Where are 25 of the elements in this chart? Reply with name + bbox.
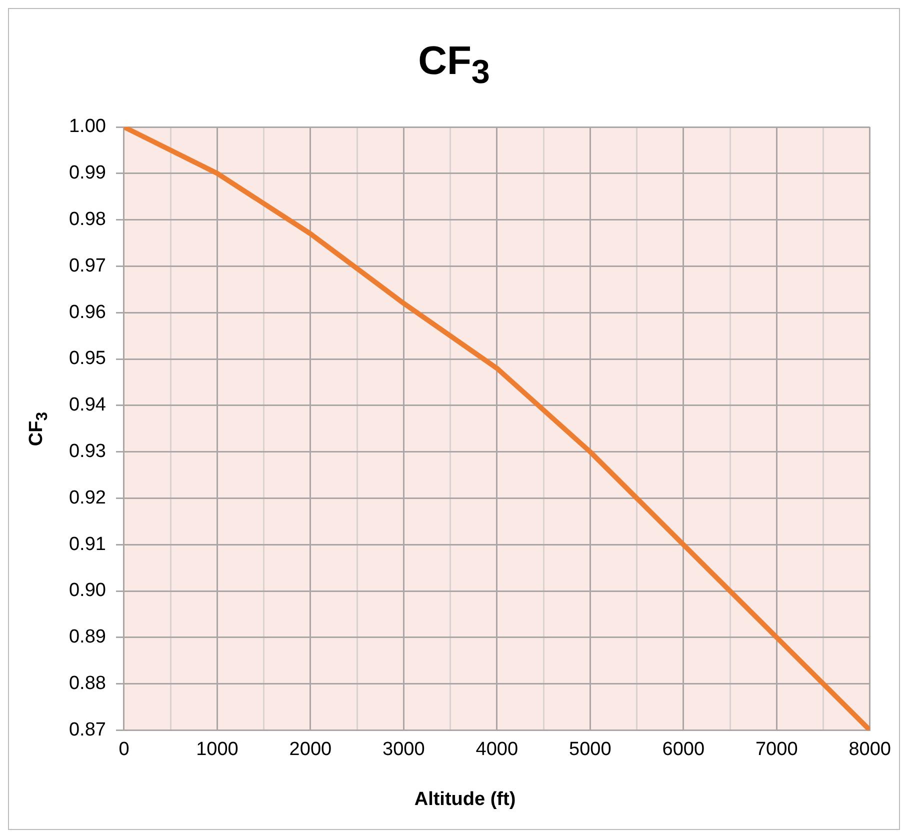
y-tick-label: 0.89 [68,626,106,648]
x-tick-label: 1000 [196,738,238,760]
x-tick-label: 3000 [382,738,425,760]
y-tick-label: 0.98 [68,209,106,230]
x-tick-label: 8000 [848,738,892,760]
y-tick-label: 0.92 [68,487,106,508]
x-tick-label: 2000 [289,738,332,760]
x-tick-label: 5000 [569,738,612,760]
x-tick-label: 0 [118,738,130,760]
x-axis-title: Altitude (ft) [413,789,517,811]
x-tick-label: 4000 [476,738,518,760]
x-tick-label: 7000 [755,738,798,760]
y-tick-label: 0.96 [68,302,106,323]
x-tick-label: 6000 [662,738,705,760]
y-tick-label: 1.00 [68,116,106,138]
y-tick-label: 0.99 [68,162,106,184]
y-tick-label: 0.90 [68,580,106,602]
y-tick-label: 0.93 [68,441,106,462]
y-tick-label: 0.97 [68,255,106,276]
y-tick-label: 0.91 [68,534,106,555]
y-tick-label: 0.95 [68,348,106,370]
y-tick-label: 0.88 [68,673,106,694]
y-tick-label: 0.94 [68,394,106,416]
y-tick-label: 0.87 [68,719,106,740]
chart-title: CF$_{3}$ [417,39,491,92]
